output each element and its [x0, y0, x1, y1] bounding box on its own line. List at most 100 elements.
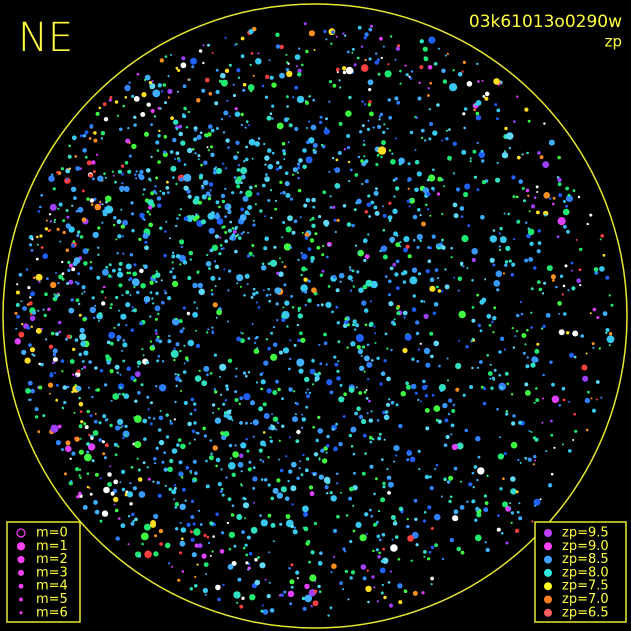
star	[174, 373, 177, 376]
star	[309, 368, 316, 375]
star	[380, 155, 383, 159]
star	[505, 410, 508, 413]
star	[605, 275, 610, 280]
star	[187, 339, 195, 347]
star	[292, 167, 298, 173]
star	[383, 359, 387, 363]
star	[182, 370, 187, 374]
star	[379, 112, 384, 117]
star	[394, 137, 397, 140]
star	[162, 83, 167, 87]
subtitle: zp	[605, 33, 622, 51]
star	[280, 486, 287, 493]
star	[179, 177, 184, 182]
star	[131, 143, 137, 150]
star	[126, 366, 131, 372]
star	[366, 127, 371, 131]
star	[336, 218, 340, 222]
star	[113, 223, 116, 227]
star	[248, 138, 256, 146]
star	[499, 487, 503, 491]
star	[590, 397, 593, 400]
star	[309, 574, 317, 582]
star	[73, 196, 77, 201]
star	[260, 609, 264, 613]
star	[386, 127, 389, 130]
star	[15, 303, 20, 307]
star	[310, 605, 313, 608]
star	[437, 47, 440, 50]
star	[231, 504, 235, 508]
star	[231, 561, 237, 566]
star	[30, 291, 35, 297]
star	[483, 386, 487, 391]
star	[124, 161, 129, 165]
star	[476, 293, 480, 297]
star	[431, 234, 436, 239]
star	[175, 66, 179, 70]
star	[167, 296, 172, 301]
star	[136, 360, 142, 366]
star	[197, 158, 200, 161]
star	[140, 112, 146, 117]
star	[399, 241, 402, 244]
star	[266, 594, 271, 599]
star	[200, 219, 206, 225]
star	[137, 477, 143, 482]
star	[292, 529, 298, 535]
star	[179, 503, 186, 510]
star	[114, 364, 120, 370]
star	[282, 306, 285, 309]
star	[448, 475, 454, 481]
star	[156, 359, 160, 363]
star	[305, 405, 309, 409]
star	[348, 266, 352, 269]
star	[254, 58, 262, 65]
star	[345, 66, 354, 75]
star	[336, 376, 341, 381]
star	[494, 103, 498, 107]
star	[209, 194, 212, 197]
star	[148, 177, 152, 181]
star	[573, 412, 576, 416]
star	[308, 120, 311, 123]
star	[50, 424, 59, 433]
star	[475, 100, 482, 106]
star	[78, 491, 82, 496]
star	[297, 177, 300, 180]
star	[457, 289, 460, 292]
star	[262, 402, 267, 407]
star	[394, 272, 399, 277]
star	[445, 434, 450, 440]
star	[126, 271, 129, 275]
star	[412, 590, 418, 596]
star	[576, 278, 581, 284]
star	[317, 428, 324, 434]
star	[149, 315, 152, 318]
star	[245, 374, 248, 378]
star	[543, 281, 547, 285]
star	[264, 163, 267, 166]
star	[93, 419, 98, 424]
star	[513, 120, 516, 123]
star	[120, 164, 125, 168]
star	[152, 89, 161, 98]
star	[301, 266, 307, 272]
star-field	[14, 22, 615, 617]
star	[349, 289, 353, 292]
star	[557, 155, 561, 160]
star	[191, 65, 195, 69]
star	[589, 312, 592, 315]
star	[246, 283, 249, 286]
star	[220, 72, 226, 79]
star	[386, 376, 391, 382]
star	[217, 407, 220, 410]
star	[550, 419, 553, 423]
star	[53, 293, 56, 296]
star	[453, 466, 458, 471]
star	[215, 464, 218, 468]
star	[410, 199, 413, 201]
star	[58, 202, 63, 207]
star	[127, 515, 131, 518]
star	[301, 253, 308, 260]
